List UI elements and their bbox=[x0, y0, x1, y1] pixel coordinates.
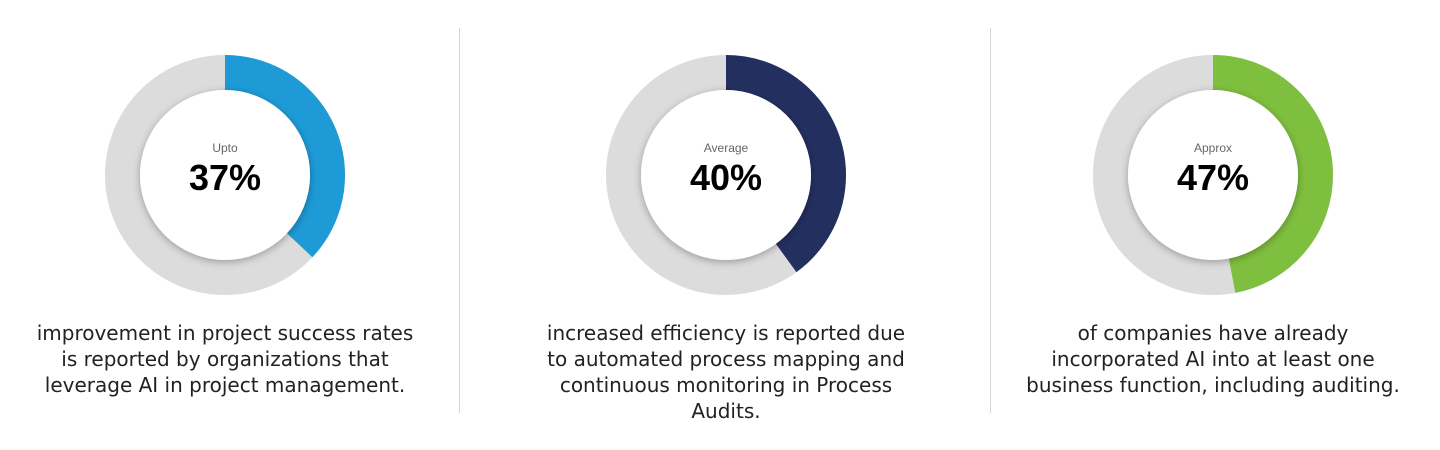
description-line: to automated process mapping and bbox=[547, 347, 905, 371]
donut-inner-circle bbox=[1128, 90, 1298, 260]
stat-value: 40% bbox=[689, 157, 763, 198]
description-line: is reported by organizations that bbox=[61, 347, 389, 371]
stat-qualifier: Average bbox=[703, 141, 749, 155]
donut-svg bbox=[1093, 55, 1333, 295]
donut-svg bbox=[606, 55, 846, 295]
stat-value: 47% bbox=[1176, 157, 1250, 198]
stat-description: improvement in project success rates is … bbox=[0, 320, 450, 398]
description-line: improvement in project success rates bbox=[36, 321, 414, 345]
donut-chart: Average 40% bbox=[606, 55, 846, 295]
stat-value: 37% bbox=[188, 157, 262, 198]
description-line: increased efficiency is reported due bbox=[546, 321, 906, 345]
donut-value-arc bbox=[606, 55, 846, 295]
stat-qualifier: Upto bbox=[212, 141, 238, 155]
donut-value-arc bbox=[105, 55, 345, 295]
description-line: business function, including auditing. bbox=[1026, 373, 1400, 397]
stat-description: of companies have already incorporated A… bbox=[991, 320, 1435, 398]
stat-card-3: Approx 47% of companies have already inco… bbox=[991, 0, 1435, 450]
stat-qualifier: Approx bbox=[1193, 141, 1233, 155]
divider bbox=[459, 28, 460, 413]
stat-card-2: Average 40% increased efficiency is repor… bbox=[460, 0, 992, 450]
donut-svg bbox=[105, 55, 345, 295]
description-line: continuous monitoring in Process bbox=[559, 373, 893, 397]
description-line: leverage AI in project management. bbox=[44, 373, 406, 397]
stat-description: increased efficiency is reported due to … bbox=[460, 320, 992, 424]
donut-center: Upto 37% bbox=[105, 55, 345, 295]
divider bbox=[990, 28, 991, 413]
description-line: incorporated AI into at least one bbox=[1051, 347, 1375, 371]
donut-chart: Approx 47% bbox=[1093, 55, 1333, 295]
donut-chart: Upto 37% bbox=[105, 55, 345, 295]
description-line: of companies have already bbox=[1077, 321, 1349, 345]
donut-value-arc bbox=[1093, 55, 1333, 295]
description-line: Audits. bbox=[691, 399, 761, 423]
donut-inner-circle bbox=[641, 90, 811, 260]
donut-inner-circle bbox=[140, 90, 310, 260]
donut-center: Average 40% bbox=[606, 55, 846, 295]
donut-center: Approx 47% bbox=[1093, 55, 1333, 295]
stat-card-1: Upto 37% improvement in project success r… bbox=[0, 0, 450, 450]
